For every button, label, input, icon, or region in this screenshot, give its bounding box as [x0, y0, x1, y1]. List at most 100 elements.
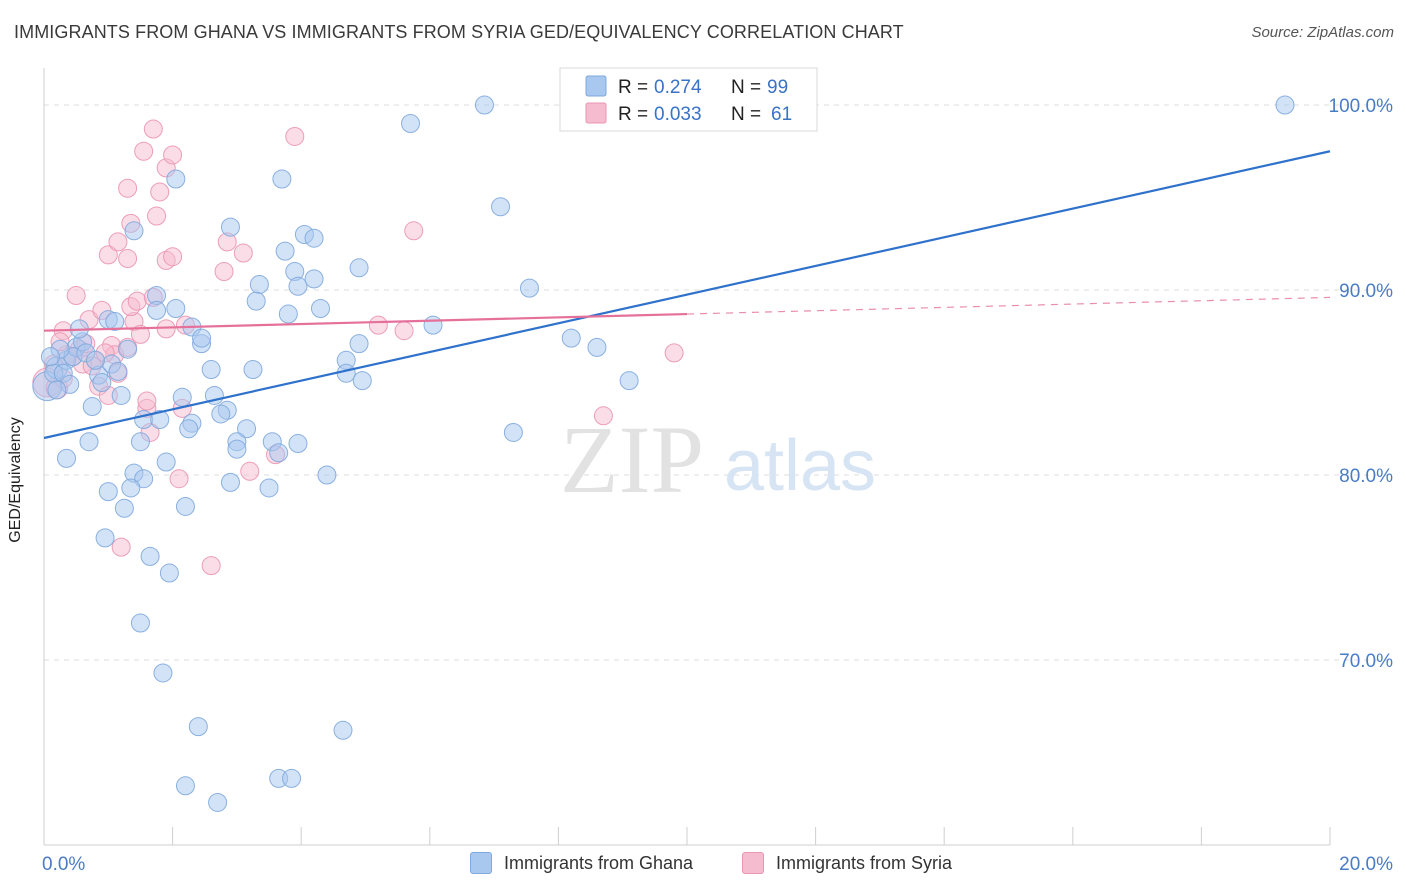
- ghana-point-47: [153, 663, 173, 683]
- syria-point-9: [66, 286, 86, 306]
- ghana-point-46: [130, 613, 150, 633]
- y-tick-label-3: 70.0%: [1339, 651, 1393, 672]
- ghana-point-38: [134, 469, 154, 489]
- syria-point-34: [134, 141, 154, 161]
- syria-point-26: [98, 245, 118, 265]
- ghana-point-40: [98, 482, 118, 502]
- ghana-point-71: [243, 360, 263, 380]
- legend-n-label-syria: N =: [731, 104, 761, 125]
- syria-point-53: [111, 537, 131, 557]
- y-tick-label-2: 80.0%: [1339, 466, 1393, 487]
- syria-point-41: [163, 247, 183, 267]
- y-tick-label-1: 90.0%: [1339, 281, 1393, 302]
- syria-point-40: [214, 262, 234, 281]
- syria-point-30: [118, 178, 138, 198]
- ghana-point-74: [237, 419, 257, 439]
- legend-bottom-swatch-syria: [742, 852, 764, 874]
- ghana-point-89: [561, 328, 581, 348]
- legend-r-value-ghana: 0.274: [654, 77, 702, 98]
- ghana-point-56: [249, 274, 269, 294]
- ghana-point-23: [166, 169, 186, 189]
- x-tick-label-0: 0.0%: [42, 854, 85, 875]
- syria-point-44: [368, 315, 388, 335]
- ghana-point-48: [188, 717, 208, 737]
- ghana-point-66: [349, 258, 369, 278]
- ghana-point-81: [259, 478, 279, 498]
- y-tick-label-0: 100.0%: [1329, 96, 1394, 117]
- legend-bottom-swatch-ghana: [470, 852, 492, 874]
- tick-labels: 100.0% 90.0% 80.0% 70.0% 0.0% 20.0%: [42, 96, 1393, 875]
- ghana-point-35: [156, 452, 176, 472]
- ghana-point-88: [423, 315, 443, 335]
- ghana-point-85: [491, 197, 511, 217]
- syria-point-45: [394, 321, 414, 341]
- ghana-point-44: [140, 546, 160, 566]
- legend-bottom-label-syria: Immigrants from Syria: [776, 852, 953, 873]
- ghana-point-57: [246, 291, 266, 311]
- legend-swatch-ghana: [585, 75, 607, 97]
- syria-point-42: [285, 126, 305, 146]
- ghana-point-60: [288, 276, 308, 296]
- watermark: ZIP atlas: [560, 406, 876, 513]
- legend-item-ghana: Immigrants from Ghana: [470, 852, 693, 874]
- legend-n-value-syria: 61: [771, 104, 792, 125]
- syria-point-24: [156, 319, 176, 339]
- axes: [43, 68, 1331, 846]
- syria-point-39: [233, 243, 253, 263]
- ghana-point-64: [310, 299, 330, 318]
- legend-swatch-syria: [585, 102, 607, 124]
- ghana-point-76: [227, 439, 247, 459]
- ghana-point-50: [208, 792, 228, 812]
- ghana-point-65: [278, 304, 298, 324]
- syria-point-35: [163, 145, 183, 165]
- ghana-point-17: [79, 432, 99, 452]
- ghana-point-42: [175, 496, 195, 516]
- syria-point-27: [108, 232, 128, 252]
- trend-lines: [43, 150, 1331, 440]
- ghana-point-54: [220, 217, 240, 237]
- ghana-point-26: [192, 328, 212, 348]
- ghana-point-92: [1275, 95, 1295, 115]
- legend-r-value-syria: 0.033: [654, 104, 702, 125]
- chart-title: IMMIGRANTS FROM GHANA VS IMMIGRANTS FROM…: [14, 22, 904, 42]
- ghana-point-67: [349, 334, 369, 354]
- x-tick-label-1: 20.0%: [1339, 854, 1393, 875]
- ghana-point-22: [166, 299, 186, 318]
- syria-point-22: [130, 324, 150, 344]
- watermark-zip: ZIP: [560, 406, 704, 513]
- legend-r-label-syria: R =: [618, 104, 648, 125]
- ghana-point-80: [220, 472, 240, 492]
- ghana-point-98: [85, 350, 105, 370]
- ghana-point-84: [474, 95, 494, 115]
- ghana-point-49: [175, 776, 195, 796]
- ghana-point-52: [282, 768, 302, 788]
- legend-bottom-label-ghana: Immigrants from Ghana: [504, 852, 694, 873]
- syria-point-51: [169, 469, 189, 489]
- ghana-point-79: [288, 434, 308, 454]
- data-points: [32, 95, 1295, 812]
- ghana-point-63: [304, 269, 324, 289]
- syria-point-32: [150, 182, 170, 202]
- legend-item-syria: Immigrants from Syria: [742, 852, 952, 874]
- ghana-point-45: [159, 563, 179, 583]
- legend-top: R = 0.274 N = 99 R = 0.033 N = 61: [559, 67, 818, 132]
- syria-point-52: [240, 461, 260, 481]
- syria-point-47: [593, 406, 613, 426]
- legend-r-label-ghana: R =: [618, 77, 648, 98]
- ghana-point-96: [108, 361, 128, 381]
- ghana-point-28: [172, 387, 192, 407]
- ghana-point-30: [134, 410, 154, 429]
- watermark-atlas: atlas: [724, 426, 876, 506]
- ghana-point-55: [272, 169, 292, 189]
- syria-point-36: [143, 119, 163, 139]
- legend-n-value-ghana: 99: [767, 77, 788, 98]
- ghana-point-86: [503, 422, 523, 442]
- ghana-point-15: [111, 385, 131, 405]
- ghana-point-87: [519, 278, 539, 298]
- ghana-point-19: [118, 339, 138, 359]
- grid-lines: [44, 104, 1390, 661]
- syria-trend-line: [43, 312, 688, 332]
- syria-point-28: [118, 249, 138, 269]
- ghana-point-33: [179, 419, 199, 439]
